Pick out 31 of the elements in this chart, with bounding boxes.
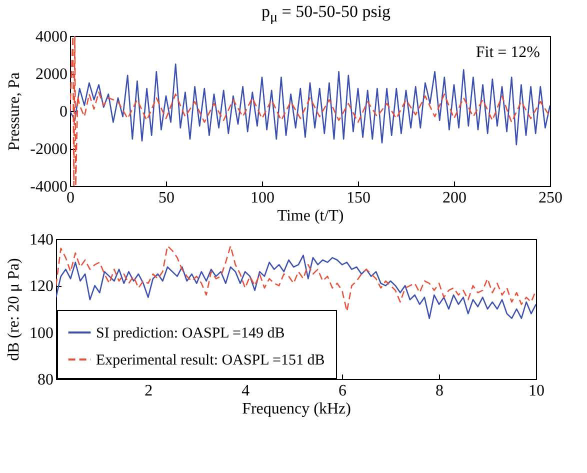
y-axis-title: Pressure, Pa bbox=[6, 72, 24, 151]
x-tick-label: 6 bbox=[338, 382, 347, 400]
annotation: Fit = 12% bbox=[476, 44, 540, 61]
x-axis-title: Time (t/T) bbox=[277, 208, 344, 224]
x-tick-label: 2 bbox=[144, 382, 153, 400]
x-tick-label: 200 bbox=[442, 190, 466, 206]
legend-label: SI prediction: OASPL =149 dB bbox=[96, 326, 285, 342]
line-series bbox=[56, 254, 536, 319]
x-tick-label: 50 bbox=[158, 190, 174, 206]
y-tick-label: 120 bbox=[30, 278, 54, 296]
y-axis-title: dB (re: 20 μ Pa) bbox=[6, 258, 22, 361]
y-tick-label: 0 bbox=[60, 104, 68, 120]
y-tick-label: -4000 bbox=[30, 178, 68, 196]
y-tick-label: 140 bbox=[30, 232, 54, 248]
x-tick-label: 250 bbox=[538, 190, 562, 206]
x-tick-label: 8 bbox=[436, 382, 444, 400]
legend-label: Experimental result: OASPL =151 dB bbox=[96, 352, 325, 368]
line-series bbox=[56, 245, 536, 312]
y-tick-label: 4000 bbox=[36, 28, 68, 46]
line-series bbox=[70, 63, 550, 146]
x-tick-label: 150 bbox=[346, 190, 370, 206]
x-axis-title: Frequency (kHz) bbox=[242, 400, 351, 418]
y-tick-label: -2000 bbox=[30, 141, 68, 158]
y-tick-label: 2000 bbox=[36, 66, 68, 83]
y-tick-label: 80 bbox=[38, 372, 54, 388]
x-tick-label: 4 bbox=[242, 382, 250, 400]
x-tick-label: 100 bbox=[250, 190, 274, 206]
x-tick-label: 10 bbox=[528, 382, 544, 400]
y-tick-label: 100 bbox=[30, 324, 54, 342]
chart-title: p$_{μ}$ = 50-50-50 psig bbox=[260, 1, 392, 26]
line-series bbox=[70, 36, 550, 186]
